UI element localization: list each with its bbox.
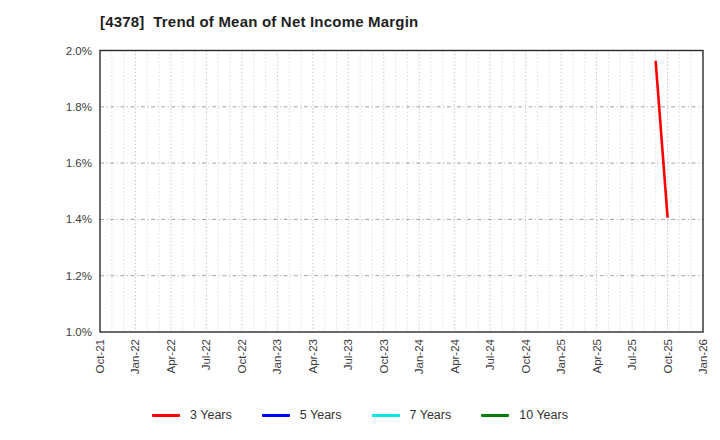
x-tick-label: Oct-22 [236, 339, 248, 374]
x-tick-label: Apr-25 [591, 339, 603, 374]
x-tick-label: Apr-24 [449, 338, 461, 373]
y-tick-label: 2.0% [66, 45, 92, 57]
legend-label: 5 Years [300, 408, 342, 422]
y-tick-label: 1.6% [66, 157, 92, 169]
legend-item-3-years: 3 Years [152, 408, 232, 422]
x-tick-label: Jul-25 [626, 339, 638, 370]
plot-border [100, 51, 703, 333]
y-tick-label: 1.4% [66, 213, 92, 225]
legend-item-10-years: 10 Years [481, 408, 568, 422]
x-tick-label: Jan-24 [413, 338, 425, 374]
x-tick-label: Oct-24 [520, 338, 532, 373]
x-tick-label: Jan-26 [697, 339, 709, 374]
x-tick-label: Oct-23 [378, 339, 390, 374]
x-tick-label: Jul-23 [342, 339, 354, 370]
x-tick-label: Apr-23 [307, 339, 319, 374]
legend-swatch-icon [372, 414, 400, 417]
legend: 3 Years 5 Years 7 Years 10 Years [0, 408, 720, 422]
legend-swatch-icon [262, 414, 290, 417]
x-tick-label: Apr-22 [165, 339, 177, 374]
legend-item-7-years: 7 Years [372, 408, 452, 422]
legend-label: 10 Years [519, 408, 568, 422]
plot-canvas: 1.0% 1.2% 1.4% 1.6% 1.8% 2.0% Oct-21 Jan-22 Apr-… [0, 0, 720, 400]
y-tick-label: 1.0% [66, 326, 92, 338]
legend-swatch-icon [152, 414, 180, 417]
y-tick-label: 1.8% [66, 101, 92, 113]
series-line-3-years [656, 62, 668, 217]
x-tick-label: Oct-21 [94, 339, 106, 374]
x-tick-label: Jan-22 [129, 339, 141, 374]
y-tick-label: 1.2% [66, 270, 92, 282]
legend-swatch-icon [481, 414, 509, 417]
x-tick-label: Jul-24 [484, 338, 496, 370]
x-tick-label: Jan-23 [271, 339, 283, 374]
x-tick-label: Jul-22 [200, 339, 212, 370]
x-tick-label: Oct-25 [662, 339, 674, 374]
x-tick-label: Jan-25 [555, 339, 567, 374]
chart-figure: [4378] Trend of Mean of Net Income Margi… [0, 0, 720, 440]
legend-label: 3 Years [190, 408, 232, 422]
legend-label: 7 Years [410, 408, 452, 422]
legend-item-5-years: 5 Years [262, 408, 342, 422]
